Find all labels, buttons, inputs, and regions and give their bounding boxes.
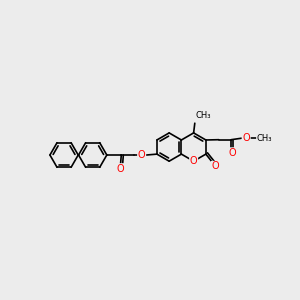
Text: O: O <box>242 133 250 143</box>
Text: O: O <box>190 156 197 166</box>
Text: CH₃: CH₃ <box>257 134 272 143</box>
Text: O: O <box>229 148 236 158</box>
Text: O: O <box>138 150 146 160</box>
Text: O: O <box>116 164 124 174</box>
Text: O: O <box>212 161 219 172</box>
Text: CH₃: CH₃ <box>196 111 211 120</box>
